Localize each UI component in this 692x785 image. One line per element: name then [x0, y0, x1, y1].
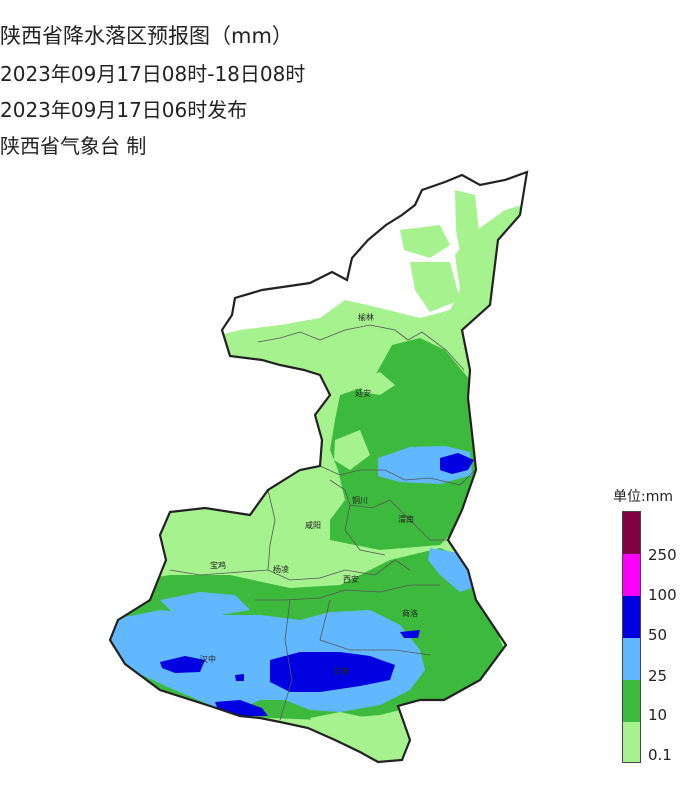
city-label-ankang: 安康 [333, 666, 349, 676]
legend-label: 10 [648, 706, 668, 724]
city-label-yanan: 延安 [355, 388, 371, 398]
legend-swatch [623, 596, 640, 638]
city-boundaries [169, 324, 476, 721]
legend-swatch [623, 512, 640, 554]
legend-label: 100 [648, 586, 677, 604]
legend-swatch [623, 722, 640, 762]
city-label-weinan: 渭南 [398, 514, 414, 524]
legend-label: 25 [648, 667, 668, 685]
legend-swatch [623, 680, 640, 722]
legend-swatch [623, 554, 640, 596]
city-label-tongchuan: 铜川 [352, 495, 368, 505]
rainfall-layer [110, 172, 527, 762]
issuer: 陕西省气象台 制 [0, 134, 147, 158]
legend-title: 单位:mm [613, 489, 673, 505]
city-label-yangling: 杨凌 [273, 564, 289, 574]
legend-swatch [623, 638, 640, 680]
map-title: 陕西省降水落区预报图（mm） [0, 24, 293, 48]
city-label-baoji: 宝鸡 [210, 560, 226, 570]
legend-label: 50 [648, 626, 668, 644]
issue-time: 2023年09月17日06时发布 [0, 98, 248, 122]
legend-label: 250 [648, 546, 677, 564]
legend-label: 0.1 [648, 746, 672, 764]
city-label-xianyang: 咸阳 [305, 520, 321, 530]
city-label-hanzhong: 汉中 [200, 654, 216, 664]
city-label-xian: 西安 [343, 574, 359, 584]
forecast-period: 2023年09月17日08时-18日08时 [0, 62, 306, 86]
city-label-shangluo: 商洛 [402, 608, 418, 618]
legend-colorbar [622, 511, 641, 763]
city-label-yulin: 榆林 [358, 312, 374, 322]
